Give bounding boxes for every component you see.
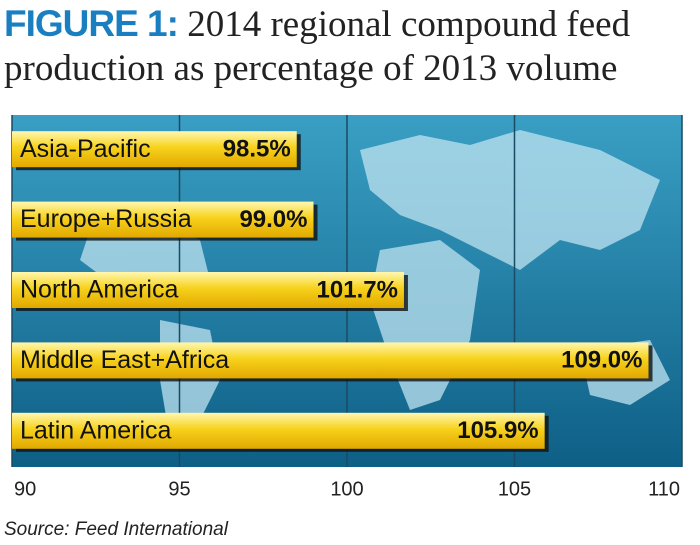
- bar: [12, 342, 649, 379]
- bar: [12, 131, 297, 168]
- category-label: Asia-Pacific: [20, 135, 151, 163]
- bar: [12, 201, 314, 238]
- bar: [12, 272, 404, 308]
- category-label: Europe+Russia: [20, 205, 192, 233]
- value-label: 98.5%: [223, 136, 291, 163]
- x-tick-label: 100: [330, 478, 363, 500]
- chart-title: 2014 regional compound feed production a…: [4, 4, 631, 89]
- x-tick-label: 90: [14, 478, 36, 500]
- category-label: Middle East+Africa: [20, 346, 229, 374]
- value-label: 105.9%: [457, 417, 538, 444]
- x-tick-label: 95: [168, 478, 190, 500]
- category-label: Latin America: [20, 416, 172, 444]
- x-tick-label: 105: [498, 478, 531, 500]
- value-label: 109.0%: [561, 347, 642, 374]
- value-label: 101.7%: [317, 276, 398, 303]
- category-label: North America: [20, 276, 178, 304]
- x-tick-label: 110: [648, 478, 680, 500]
- bar: [12, 412, 545, 449]
- title-block: FIGURE 1: 2014 regional compound feed pr…: [4, 2, 696, 91]
- source: Source: Feed International: [4, 519, 229, 540]
- figure-label: FIGURE 1:: [4, 3, 179, 44]
- value-label: 99.0%: [239, 206, 307, 233]
